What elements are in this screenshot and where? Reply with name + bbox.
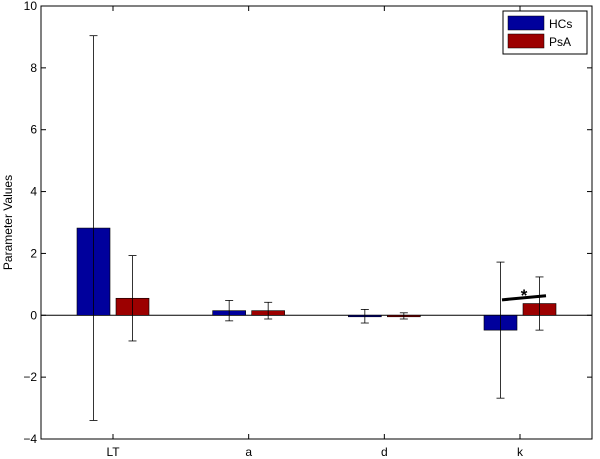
axis-ticks: −4 −2 0 2 4 6 8 10 LT a d k (23, 0, 592, 459)
y-tick-label: 6 (30, 123, 37, 137)
legend-swatch-psa (507, 33, 545, 49)
y-tick-label: 0 (30, 308, 37, 322)
chart-marks (41, 35, 592, 421)
y-tick-label: −2 (23, 370, 37, 384)
legend: HCs PsA (502, 10, 588, 55)
legend-label-psa: PsA (549, 35, 571, 49)
y-tick-label: 8 (30, 61, 37, 75)
y-tick-label: 4 (30, 185, 37, 199)
x-tick-label-lt: LT (106, 445, 120, 459)
y-axis-label: Parameter Values (1, 175, 15, 270)
legend-swatch-hcs (507, 15, 545, 31)
legend-label-hcs: HCs (549, 17, 572, 31)
significance-bar (501, 294, 547, 302)
y-tick-label: −4 (23, 432, 37, 446)
significance-star: * (521, 286, 528, 305)
plot-frame (40, 5, 593, 440)
x-tick-label-k: k (517, 445, 524, 459)
y-tick-label: 2 (30, 246, 37, 260)
y-tick-label: 10 (24, 0, 38, 13)
x-tick-label-a: a (245, 445, 252, 459)
x-tick-label-d: d (381, 445, 388, 459)
